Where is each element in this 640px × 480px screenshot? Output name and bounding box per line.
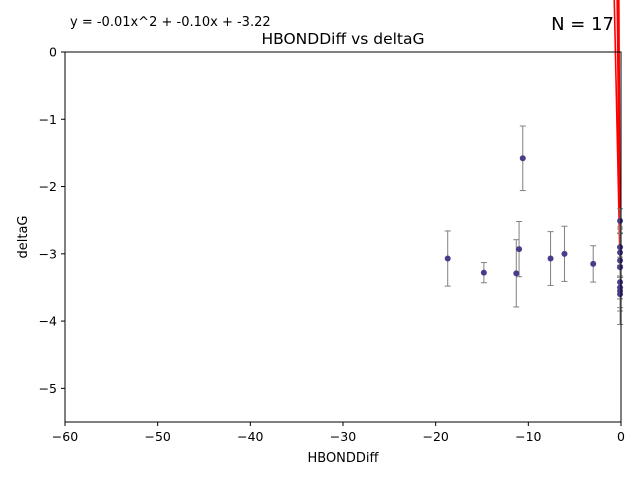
data-point <box>444 255 451 262</box>
x-tick-label: −20 <box>422 429 448 444</box>
data-point <box>617 264 624 271</box>
plot-area <box>65 52 621 422</box>
data-point <box>480 269 487 276</box>
sample-count: N = 17 <box>551 14 614 35</box>
x-tick-label: −40 <box>237 429 263 444</box>
x-axis-label: HBONDDiff <box>307 451 379 466</box>
y-tick-label: −1 <box>39 112 57 127</box>
fit-equation: y = -0.01x^2 + -0.10x + -3.22 <box>70 15 271 30</box>
y-tick-label: −3 <box>39 246 57 261</box>
y-tick-label: −2 <box>39 179 57 194</box>
y-tick-label: 0 <box>49 45 57 60</box>
data-point <box>513 270 520 277</box>
chart-title: HBONDDiff vs deltaG <box>261 30 424 48</box>
data-point <box>617 217 624 224</box>
data-point <box>617 291 624 298</box>
data-point <box>617 249 624 256</box>
data-point <box>617 279 624 286</box>
x-tick-label: 0 <box>617 429 625 444</box>
y-axis-label: deltaG <box>16 216 31 259</box>
data-point <box>590 260 597 267</box>
x-tick-label: −10 <box>515 429 541 444</box>
x-tick-label: −50 <box>144 429 170 444</box>
x-tick-label: −30 <box>330 429 356 444</box>
x-tick-label: −60 <box>52 429 78 444</box>
data-point <box>617 244 624 251</box>
data-point <box>519 155 526 162</box>
data-point <box>547 255 554 262</box>
y-tick-label: −5 <box>39 381 57 396</box>
y-tick-label: −4 <box>39 314 57 329</box>
data-point <box>617 257 624 264</box>
data-point <box>561 250 568 257</box>
data-point <box>516 246 523 253</box>
